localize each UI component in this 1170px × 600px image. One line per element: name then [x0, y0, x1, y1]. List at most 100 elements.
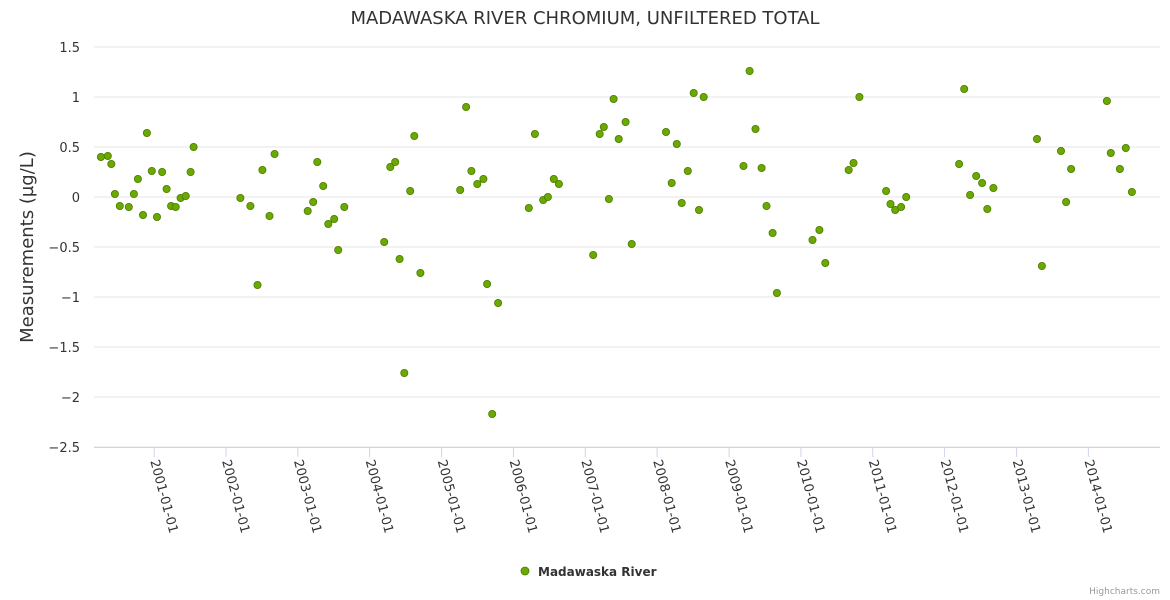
y-tick-label: −1 — [61, 291, 80, 306]
legend-item[interactable]: Madawaska River — [520, 565, 657, 579]
x-tick-label: 2004-01-01 — [362, 458, 396, 535]
data-point — [524, 203, 533, 212]
data-point — [1115, 164, 1124, 173]
data-point — [107, 159, 116, 168]
data-point — [751, 125, 760, 134]
credits-link[interactable]: Highcharts.com — [1089, 587, 1160, 597]
data-point — [129, 189, 138, 198]
data-point — [757, 163, 766, 172]
data-point — [808, 235, 817, 244]
gridlines — [94, 46, 1160, 448]
data-point — [162, 184, 171, 193]
x-tick-label: 2014-01-01 — [1081, 458, 1115, 535]
data-point — [745, 67, 754, 76]
data-point — [902, 192, 911, 201]
data-point — [181, 191, 190, 200]
data-point — [844, 165, 853, 174]
legend-marker-icon — [520, 566, 530, 576]
data-point — [246, 201, 255, 210]
data-point — [1127, 187, 1136, 196]
y-axis-ticks: 1.5 1 0.5 0 −0.5 −1 −1.5 −2 −2.5 — [48, 41, 80, 456]
data-point — [253, 280, 262, 289]
data-point — [599, 123, 608, 132]
data-point — [667, 178, 676, 187]
data-point — [380, 237, 389, 246]
x-tick-label: 2010-01-01 — [793, 458, 827, 535]
data-point — [171, 202, 180, 211]
data-point — [683, 166, 692, 175]
data-point — [400, 368, 409, 377]
data-point — [1062, 197, 1071, 206]
y-tick-label: −1.5 — [48, 341, 80, 356]
data-point — [142, 128, 151, 137]
data-point — [1121, 143, 1130, 152]
x-tick-label: 2012-01-01 — [937, 458, 971, 535]
y-tick-label: 0 — [72, 191, 80, 206]
legend-label: Madawaska River — [538, 565, 657, 579]
data-point — [309, 197, 318, 206]
data-point — [236, 193, 245, 202]
data-point — [1057, 146, 1066, 155]
data-point — [614, 134, 623, 143]
data-point — [960, 85, 969, 94]
data-point — [543, 192, 552, 201]
data-point — [589, 250, 598, 259]
data-point — [1067, 164, 1076, 173]
data-point — [772, 288, 781, 297]
data-point — [456, 185, 465, 194]
data-point — [739, 161, 748, 170]
data-point — [189, 142, 198, 151]
data-point — [324, 219, 333, 228]
data-point — [699, 93, 708, 102]
data-point — [955, 159, 964, 168]
data-point — [147, 166, 156, 175]
x-tick-label: 2007-01-01 — [577, 458, 611, 535]
data-point — [855, 93, 864, 102]
x-tick-label: 2008-01-01 — [649, 458, 683, 535]
data-point — [978, 178, 987, 187]
data-point — [815, 225, 824, 234]
data-point — [462, 103, 471, 112]
data-points — [96, 67, 1136, 418]
data-point — [386, 162, 395, 171]
data-point — [1106, 148, 1115, 157]
y-tick-label: 1 — [72, 91, 80, 106]
data-point — [186, 167, 195, 176]
data-point — [395, 254, 404, 263]
data-point — [1033, 134, 1042, 143]
data-point — [265, 211, 274, 220]
x-tick-label: 2011-01-01 — [865, 458, 899, 535]
data-point — [604, 194, 613, 203]
y-tick-label: 1.5 — [59, 41, 80, 56]
y-tick-label: −2 — [61, 391, 80, 406]
data-point — [313, 157, 322, 166]
x-tick-label: 2005-01-01 — [434, 458, 468, 535]
data-point — [821, 258, 830, 267]
data-point — [689, 89, 698, 98]
data-point — [966, 190, 975, 199]
data-point — [609, 95, 618, 104]
data-point — [115, 201, 124, 210]
data-point — [467, 166, 476, 175]
data-point — [882, 186, 891, 195]
data-point — [897, 202, 906, 211]
data-point — [554, 179, 563, 188]
data-point — [672, 139, 681, 148]
chart-title: MADAWASKA RIVER CHROMIUM, UNFILTERED TOT… — [350, 8, 819, 29]
data-point — [158, 167, 167, 176]
data-point — [488, 409, 497, 418]
y-tick-label: −2.5 — [48, 441, 80, 456]
data-point — [303, 206, 312, 215]
x-tick-label: 2009-01-01 — [721, 458, 755, 535]
data-point — [695, 205, 704, 214]
data-point — [768, 228, 777, 237]
data-point — [677, 198, 686, 207]
data-point — [103, 151, 112, 160]
data-point — [762, 201, 771, 210]
data-point — [258, 165, 267, 174]
data-point — [391, 157, 400, 166]
data-point — [983, 204, 992, 213]
data-point — [330, 214, 339, 223]
data-point — [627, 239, 636, 248]
data-point — [595, 129, 604, 138]
